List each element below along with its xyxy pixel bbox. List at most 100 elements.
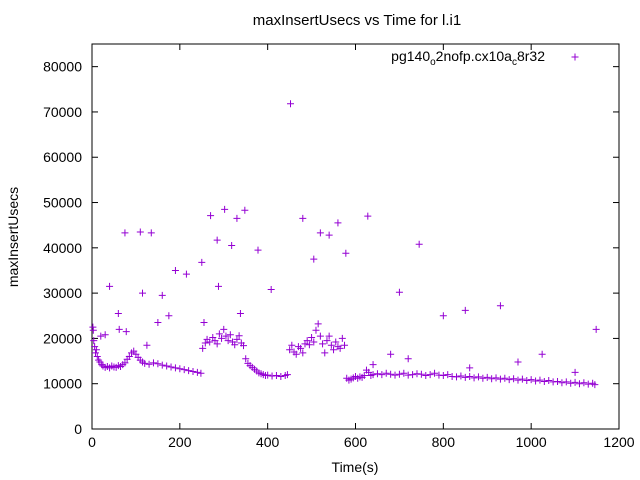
data-point xyxy=(466,372,474,380)
data-point xyxy=(101,331,109,339)
x-axis-label: Time(s) xyxy=(332,459,379,475)
y-tick-label: 30000 xyxy=(43,285,82,301)
data-point xyxy=(496,302,504,310)
data-point xyxy=(409,371,417,379)
data-point xyxy=(182,270,190,278)
data-point xyxy=(224,337,232,345)
data-point xyxy=(185,367,193,375)
data-point xyxy=(180,366,188,374)
data-point xyxy=(228,242,236,250)
data-point xyxy=(220,325,228,333)
data-point xyxy=(236,310,244,317)
x-axis: 0 200 400 600 800 1000 1200 xyxy=(88,44,635,450)
x-tick-label: 1000 xyxy=(516,434,547,450)
data-point xyxy=(523,377,531,385)
data-point xyxy=(415,240,423,248)
data-point xyxy=(474,373,482,381)
data-point xyxy=(308,334,316,342)
data-point xyxy=(277,372,285,380)
data-point xyxy=(154,319,162,327)
data-point xyxy=(575,380,583,388)
data-point xyxy=(492,374,500,382)
data-point xyxy=(207,212,215,220)
data-point xyxy=(90,337,98,345)
data-point xyxy=(591,381,599,389)
data-point xyxy=(325,332,333,340)
data-point xyxy=(562,378,570,386)
data-point xyxy=(554,377,562,385)
data-point xyxy=(312,326,320,334)
data-point xyxy=(330,346,338,354)
x-tick-label: 0 xyxy=(88,434,96,450)
data-point xyxy=(505,376,513,384)
data-point xyxy=(143,341,151,349)
data-point xyxy=(369,371,377,379)
data-point xyxy=(323,337,331,345)
data-point xyxy=(567,379,575,387)
y-axis-label: maxInsertUsecs xyxy=(5,187,21,287)
data-point xyxy=(514,376,522,384)
data-point xyxy=(461,373,469,381)
data-point xyxy=(149,359,157,367)
data-point xyxy=(538,350,546,358)
data-point xyxy=(310,255,318,263)
data-point xyxy=(254,246,262,254)
data-point xyxy=(334,219,342,227)
data-point xyxy=(213,340,221,348)
data-point xyxy=(305,341,313,349)
data-point xyxy=(145,360,153,368)
data-point xyxy=(147,229,155,237)
y-tick-label: 70000 xyxy=(43,104,82,120)
data-point xyxy=(167,363,175,371)
data-point xyxy=(400,369,408,377)
data-point xyxy=(540,377,548,385)
data-points xyxy=(89,100,600,389)
data-point xyxy=(106,282,114,290)
data-point xyxy=(136,228,144,236)
data-point xyxy=(584,380,592,388)
data-point xyxy=(558,379,566,387)
data-point xyxy=(158,361,166,369)
data-point xyxy=(431,369,439,377)
data-point xyxy=(444,371,452,379)
y-tick-label: 0 xyxy=(74,421,82,437)
data-point xyxy=(319,340,327,348)
data-point xyxy=(233,335,241,343)
data-point xyxy=(360,372,368,380)
data-point xyxy=(470,374,478,382)
data-point xyxy=(292,350,300,358)
data-point xyxy=(193,368,201,376)
data-point xyxy=(283,371,291,379)
data-point xyxy=(121,359,129,367)
data-point xyxy=(327,341,335,349)
data-point xyxy=(171,266,179,274)
data-point xyxy=(141,359,149,367)
chart-title: maxInsertUsecs vs Time for l.i1 xyxy=(253,12,461,29)
data-point xyxy=(580,379,588,387)
data-point xyxy=(461,306,469,314)
data-point xyxy=(121,229,129,237)
data-point xyxy=(233,214,241,222)
data-point xyxy=(314,320,322,328)
data-point xyxy=(287,100,295,108)
data-point xyxy=(496,375,504,383)
data-point xyxy=(510,375,518,383)
data-point xyxy=(125,353,133,361)
legend: pg140o2nofp.cx10ac8r32 xyxy=(391,48,579,68)
data-point xyxy=(342,249,350,257)
data-point xyxy=(545,377,553,385)
data-point xyxy=(518,375,526,383)
data-point xyxy=(198,258,206,266)
data-point xyxy=(373,370,381,378)
data-point xyxy=(336,344,344,352)
data-point xyxy=(395,288,403,296)
data-point xyxy=(310,338,318,346)
data-point xyxy=(286,346,294,354)
data-point xyxy=(571,368,579,376)
data-point xyxy=(316,229,324,237)
data-point xyxy=(95,356,103,364)
data-point xyxy=(89,326,97,334)
data-point xyxy=(571,378,579,386)
data-point xyxy=(231,341,239,349)
data-point xyxy=(501,374,509,382)
